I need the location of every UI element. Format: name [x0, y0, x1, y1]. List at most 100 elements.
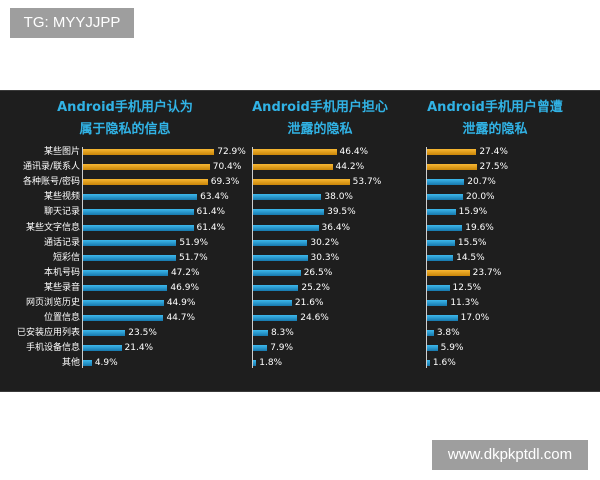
- chart3-value-label: 15.9%: [458, 207, 488, 218]
- category-label: 手机设备信息: [25, 343, 80, 354]
- chart1-value-label: 51.7%: [179, 252, 208, 263]
- chart2-value-label: 24.6%: [300, 313, 329, 324]
- chart1-bar: [83, 345, 122, 352]
- chart1-title: Android手机用户认为 属于隐私的信息: [40, 97, 210, 141]
- chart2-bar: [253, 345, 268, 352]
- chart1-value-label: 72.9%: [217, 147, 246, 157]
- chart1-bar: [83, 149, 215, 155]
- chart2-value-label: 26.5%: [303, 267, 333, 278]
- chart2-value-label: 46.4%: [339, 147, 369, 157]
- chart3-bar: [427, 330, 434, 337]
- chart3-value-label: 17.0%: [460, 313, 490, 324]
- chart1-value-label: 44.9%: [166, 298, 196, 308]
- chart2-bar: [253, 254, 308, 261]
- chart1-bar: [83, 194, 198, 201]
- chart3-bar: [427, 224, 463, 231]
- chart2-bar: [253, 149, 337, 155]
- chart2-title-line1: Android手机用户担心: [252, 100, 388, 115]
- chart1-bar: [83, 254, 177, 261]
- category-label: 短彩信: [52, 252, 80, 263]
- chart3-bar: [427, 179, 465, 186]
- chart2-bar: [253, 269, 301, 276]
- chart3-bar: [427, 194, 463, 201]
- chart3-value-label: 20.7%: [467, 177, 496, 188]
- chart3-title-line2: 泄露的隐私: [462, 122, 528, 137]
- chart2-title-line2: 泄露的隐私: [287, 122, 353, 137]
- category-label: 已安装应用列表: [16, 328, 80, 339]
- chart2-value-label: 53.7%: [352, 177, 382, 188]
- category-label: 位置信息: [43, 313, 80, 324]
- chart3-axis: [426, 147, 427, 369]
- chart3-bar: [427, 360, 430, 367]
- chart3-value-label: 3.8%: [436, 328, 460, 339]
- category-label: 各种账号/密码: [22, 177, 80, 188]
- chart1-bar: [83, 164, 210, 171]
- chart1-value-label: 21.4%: [124, 343, 154, 354]
- chart3-value-label: 27.4%: [479, 147, 508, 157]
- chart3-bar: [427, 269, 470, 276]
- chart3-bar: [427, 315, 458, 322]
- watermark-bottom-label: www.dkpkptdl.com: [432, 440, 588, 470]
- chart2-value-label: 39.5%: [327, 207, 356, 218]
- chart1-value-label: 61.4%: [196, 207, 226, 218]
- chart2-value-label: 21.6%: [294, 298, 324, 308]
- chart1-value-label: 46.9%: [170, 282, 199, 293]
- chart3-bar: [427, 254, 454, 261]
- chart1-value-label: 47.2%: [170, 267, 200, 278]
- category-label: 网页浏览历史: [25, 298, 80, 308]
- chart1-bar: [83, 179, 208, 186]
- chart1-axis: [82, 147, 83, 369]
- chart1-value-label: 63.4%: [200, 192, 229, 203]
- category-label: 本机号码: [43, 267, 80, 278]
- chart3-value-label: 19.6%: [465, 222, 494, 233]
- category-label: 通讯录/联系人: [22, 162, 80, 173]
- chart2-value-label: 1.8%: [259, 358, 283, 369]
- chart1-title-line2: 属于隐私的信息: [79, 122, 171, 137]
- chart1-value-label: 70.4%: [212, 162, 242, 173]
- chart3-bar: [427, 239, 455, 246]
- chart3-value-label: 15.5%: [457, 237, 487, 248]
- chart2-bar: [253, 300, 292, 306]
- chart3-bar: [427, 164, 477, 171]
- chart1-bar: [83, 360, 92, 367]
- chart1-value-label: 44.7%: [166, 313, 196, 324]
- chart2-value-label: 30.3%: [310, 252, 340, 263]
- chart3-value-label: 5.9%: [440, 343, 464, 354]
- watermark-top-label: TG: MYYJJPP: [10, 8, 134, 38]
- chart1-value-label: 4.9%: [94, 358, 118, 369]
- chart1-value-label: 61.4%: [196, 222, 226, 233]
- chart2-bar: [253, 330, 268, 337]
- chart3-value-label: 23.7%: [472, 267, 502, 278]
- chart2-bar: [253, 209, 325, 216]
- chart2-bar: [253, 224, 319, 231]
- chart3-title-line1: Android手机用户曾遭: [427, 100, 563, 115]
- chart1-bar: [83, 315, 164, 322]
- chart1-bar: [83, 209, 194, 216]
- chart-panel: Android手机用户认为 属于隐私的信息 Android手机用户担心 泄露的隐…: [0, 90, 600, 392]
- chart3-bar: [427, 284, 450, 291]
- chart1-value-label: 23.5%: [128, 328, 157, 339]
- chart2-value-label: 25.2%: [301, 282, 330, 293]
- chart1-value-label: 69.3%: [210, 177, 240, 188]
- chart2-bar: [253, 360, 257, 367]
- chart2-bar: [253, 315, 298, 322]
- chart3-value-label: 14.5%: [456, 252, 485, 263]
- chart2-value-label: 30.2%: [310, 237, 339, 248]
- chart3-value-label: 27.5%: [479, 162, 509, 173]
- chart2-bar: [253, 284, 299, 291]
- chart3-value-label: 12.5%: [452, 282, 482, 293]
- chart2-value-label: 44.2%: [335, 162, 365, 173]
- chart2-axis: [252, 147, 253, 369]
- chart1-value-label: 51.9%: [179, 237, 208, 248]
- chart1-bar: [83, 224, 194, 231]
- chart2-value-label: 8.3%: [270, 328, 294, 339]
- chart2-value-label: 7.9%: [270, 343, 294, 354]
- chart1-title-line1: Android手机用户认为: [57, 100, 193, 115]
- chart3-bar: [427, 209, 456, 216]
- chart3-bar: [427, 300, 448, 306]
- chart1-bar: [83, 269, 168, 276]
- category-label: 聊天记录: [43, 207, 80, 218]
- chart2-value-label: 36.4%: [321, 222, 351, 233]
- chart1-bar: [83, 239, 177, 246]
- chart3-title: Android手机用户曾遭 泄露的隐私: [410, 97, 580, 141]
